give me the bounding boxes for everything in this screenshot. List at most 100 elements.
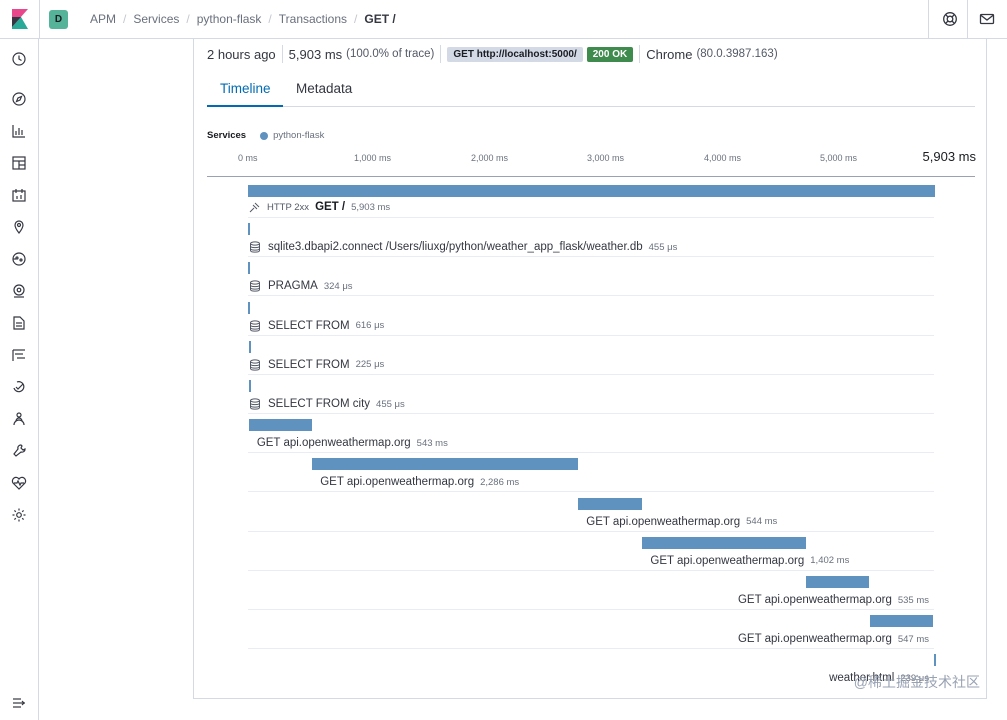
transaction-duration: 5,903 ms xyxy=(288,46,343,62)
span-name: GET api.openweathermap.org xyxy=(256,437,411,450)
span-duration: 239 μs xyxy=(900,672,929,684)
summary-divider xyxy=(281,45,283,63)
span-bar[interactable] xyxy=(248,340,251,353)
side-navigation xyxy=(0,39,39,720)
recent-icon[interactable] xyxy=(11,51,27,67)
dashboard-icon[interactable] xyxy=(11,155,27,171)
row-divider xyxy=(248,491,934,493)
transaction-panel: 2 hours ago 5,903 ms (100.0% of trace) G… xyxy=(193,39,987,699)
infrastructure-icon[interactable] xyxy=(11,283,27,299)
span-label[interactable]: GET api.openweathermap.org 544 ms xyxy=(586,515,777,529)
uptime-icon[interactable] xyxy=(11,379,27,395)
request-badge: GET http://localhost:5000/ xyxy=(447,46,583,62)
row-divider xyxy=(248,530,934,532)
database-icon xyxy=(250,319,260,332)
browser-name: Chrome xyxy=(646,46,693,62)
span-label[interactable]: SELECT FROM 225 μs xyxy=(249,358,384,372)
row-divider xyxy=(248,648,934,650)
span-tag: HTTP 2xx xyxy=(267,201,310,213)
monitoring-icon[interactable] xyxy=(11,475,27,491)
span-duration: 1,402 ms xyxy=(810,555,850,567)
span-name: weather.html xyxy=(829,672,895,685)
span-label[interactable]: GET api.openweathermap.org 1,402 ms xyxy=(650,554,849,568)
database-icon xyxy=(250,359,260,371)
space-avatar[interactable]: D xyxy=(49,10,68,29)
axis-tick-label: 0 ms xyxy=(238,153,258,163)
trace-percent: (100.0% of trace) xyxy=(346,48,435,60)
span-label[interactable]: GET api.openweathermap.org 535 ms xyxy=(738,593,929,607)
span-duration: 455 μs xyxy=(376,398,405,410)
span-label[interactable]: SELECT FROM city 455 μs xyxy=(249,397,405,411)
span-bar[interactable] xyxy=(642,536,806,549)
breadcrumb: APM / Services / python-flask / Transact… xyxy=(90,12,396,26)
database-icon xyxy=(250,241,260,253)
menu-collapse-icon[interactable] xyxy=(11,696,27,710)
status-badge: 200 OK xyxy=(586,46,634,62)
breadcrumb-service[interactable]: python-flask xyxy=(196,12,262,26)
span-duration: 5,903 ms xyxy=(351,201,391,213)
row-divider xyxy=(248,373,934,375)
tab-bar: Timeline Metadata xyxy=(207,72,975,107)
span-duration: 535 ms xyxy=(897,594,929,606)
span-name: SELECT FROM xyxy=(268,319,350,332)
span-duration: 455 μs xyxy=(648,241,678,253)
span-label[interactable]: HTTP 2xx GET / 5,903 ms xyxy=(249,200,390,214)
apm-icon[interactable] xyxy=(11,347,27,363)
span-bar[interactable] xyxy=(934,654,937,667)
help-icon[interactable] xyxy=(942,11,958,27)
row-divider xyxy=(248,295,934,297)
span-label[interactable]: sqlite3.dbapi2.connect /Users/liuxg/pyth… xyxy=(249,240,677,254)
maps-icon[interactable] xyxy=(11,219,27,235)
span-duration: 547 ms xyxy=(897,633,929,645)
management-icon[interactable] xyxy=(11,507,27,523)
span-bar[interactable] xyxy=(869,615,934,628)
span-label[interactable]: GET api.openweathermap.org 2,286 ms xyxy=(320,475,519,489)
breadcrumb-separator: / xyxy=(354,12,358,26)
span-bar[interactable] xyxy=(248,380,251,392)
span-bar[interactable] xyxy=(248,223,251,236)
span-bar[interactable] xyxy=(312,458,579,471)
kibana-logo-icon[interactable] xyxy=(12,9,28,29)
siem-icon[interactable] xyxy=(11,411,27,427)
breadcrumb-separator: / xyxy=(123,12,127,26)
span-name: GET api.openweathermap.org xyxy=(586,515,741,528)
row-divider xyxy=(248,609,934,610)
devtools-icon[interactable] xyxy=(11,443,27,459)
axis-tick-label: 1,000 ms xyxy=(354,153,392,163)
legend-service[interactable]: python-flask xyxy=(273,130,325,141)
logs-icon[interactable] xyxy=(11,315,27,331)
span-bar[interactable] xyxy=(248,419,312,432)
span-label[interactable]: PRAGMA 324 μs xyxy=(249,279,353,293)
span-bar[interactable] xyxy=(578,497,642,510)
span-bar[interactable] xyxy=(806,576,869,588)
ml-icon[interactable] xyxy=(11,251,27,267)
span-bar[interactable] xyxy=(248,301,251,314)
span-bar[interactable] xyxy=(248,185,935,197)
span-name: SELECT FROM xyxy=(268,358,350,371)
canvas-icon[interactable] xyxy=(11,187,27,203)
tab-metadata[interactable]: Metadata xyxy=(296,81,353,96)
breadcrumb-transactions[interactable]: Transactions xyxy=(278,12,348,26)
summary-divider xyxy=(440,45,442,63)
span-name: SELECT FROM city xyxy=(268,398,371,410)
visualize-icon[interactable] xyxy=(11,123,27,139)
tab-timeline[interactable]: Timeline xyxy=(220,81,271,96)
span-duration: 544 ms xyxy=(746,516,778,528)
span-duration: 543 ms xyxy=(416,437,448,449)
span-label[interactable]: SELECT FROM 616 μs xyxy=(249,319,384,333)
legend-dot xyxy=(260,131,269,140)
transaction-age: 2 hours ago xyxy=(207,46,276,62)
span-name: PRAGMA xyxy=(268,280,318,293)
discover-icon[interactable] xyxy=(11,91,27,107)
breadcrumb-services[interactable]: Services xyxy=(133,12,180,26)
row-divider xyxy=(248,334,934,336)
service-legend: Services python-flask xyxy=(207,130,324,141)
span-label[interactable]: GET api.openweathermap.org 543 ms xyxy=(257,436,448,450)
span-label[interactable]: GET api.openweathermap.org 547 ms xyxy=(738,632,929,646)
mail-icon[interactable] xyxy=(979,11,995,27)
breadcrumb-apm[interactable]: APM xyxy=(90,12,117,26)
active-tab-indicator xyxy=(207,105,283,107)
watermark: @稀土掘金技术社区 xyxy=(853,674,980,690)
span-label[interactable]: weather.html 239 μs xyxy=(829,671,929,685)
span-bar[interactable] xyxy=(248,262,251,275)
